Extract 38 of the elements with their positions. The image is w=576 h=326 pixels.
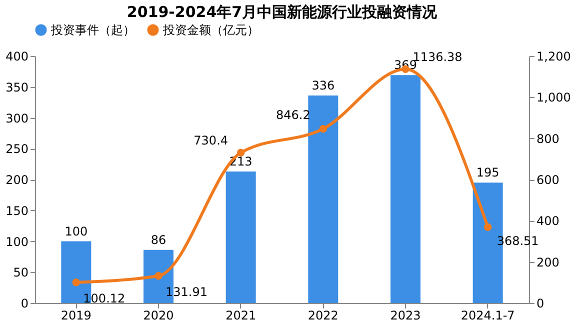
point <box>484 223 492 232</box>
y-tick-label: 50 <box>13 266 28 280</box>
legend-label: 投资事件（起） <box>50 23 135 37</box>
x-tick-label: 2019 <box>60 308 92 322</box>
x-tick-label: 2024.1-7 <box>460 308 515 322</box>
y-tick-label: 350 <box>6 80 28 94</box>
point <box>319 124 328 133</box>
y-tick-label: 300 <box>6 111 28 126</box>
data-label: 730.4 <box>194 134 228 148</box>
data-label: 86 <box>150 232 166 247</box>
x-tick-label: 2022 <box>308 308 338 322</box>
y-tick-label: 100 <box>6 234 28 249</box>
y2-tick-label: 200 <box>536 255 560 270</box>
y-tick-label: 150 <box>6 204 28 218</box>
data-label: 195 <box>476 166 500 180</box>
point <box>154 272 162 280</box>
y2-tick-label: 800 <box>536 132 560 146</box>
y2-tick-label: 600 <box>536 173 560 187</box>
bar <box>308 96 338 303</box>
data-label: 100 <box>64 224 88 238</box>
point <box>72 278 80 286</box>
point <box>236 148 245 157</box>
y-tick-label: 400 <box>6 50 28 64</box>
y2-tick-label: 0 <box>536 296 544 310</box>
y2-tick-label: 1,000 <box>536 90 571 105</box>
y-tick-label: 250 <box>6 142 28 156</box>
bar <box>226 171 256 303</box>
chart-title: 2019-2024年7月中国新能源行业投融资情况 <box>126 3 438 21</box>
y2-tick-label: 1,200 <box>536 50 571 64</box>
data-label: 336 <box>312 78 335 93</box>
y2-tick-label: 400 <box>536 214 560 228</box>
x-tick-label: 2023 <box>390 308 421 322</box>
y-tick-label: 0 <box>20 296 28 310</box>
x-tick-label: 2021 <box>226 308 256 322</box>
y-tick-label: 200 <box>6 173 28 187</box>
bar <box>390 75 420 303</box>
x-tick-label: 2020 <box>143 308 174 322</box>
legend-label: 投资金额（亿元） <box>162 23 259 37</box>
